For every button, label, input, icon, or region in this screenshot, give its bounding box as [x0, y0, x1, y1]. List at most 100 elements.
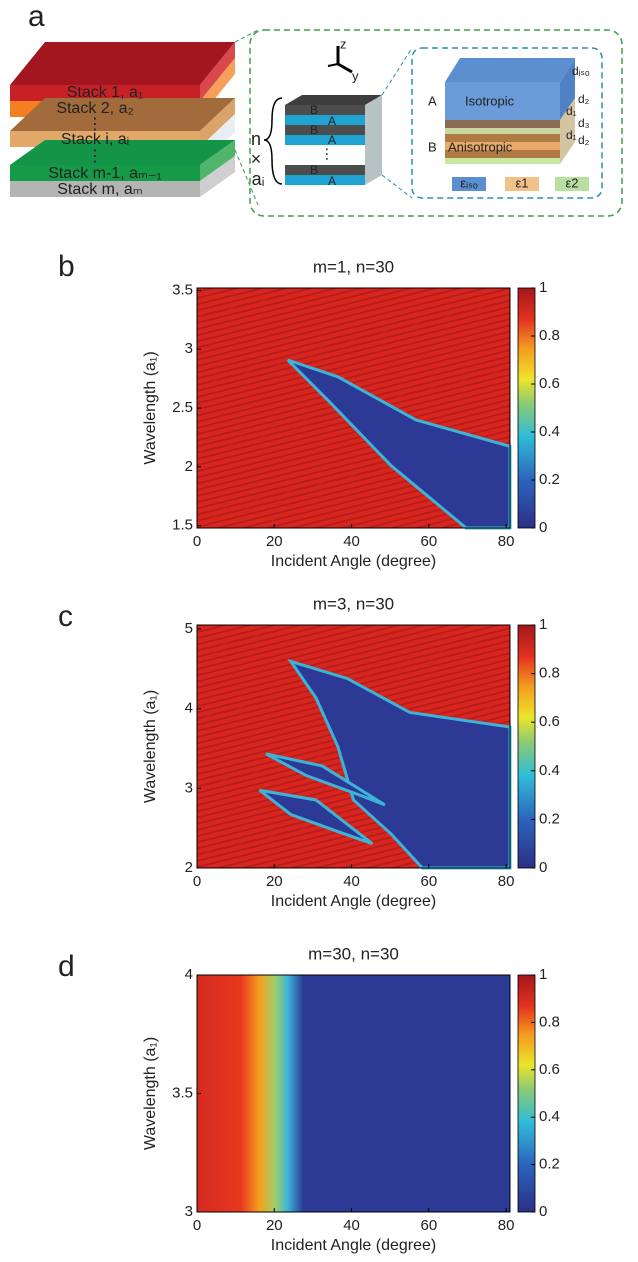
y-axis-label: Wavelength (a₁): [142, 351, 159, 464]
colorbar-tick-label: 0.4: [539, 423, 560, 440]
x-axis-label: Incident Angle (degree): [271, 1237, 436, 1254]
x-tick-label: 60: [421, 1217, 438, 1234]
x-tick-label: 20: [266, 1217, 283, 1234]
x-tick-label: 80: [498, 533, 515, 550]
stack-label: Stack m, aₘ: [57, 181, 143, 198]
y-axis-label: Wavelength (a₁): [142, 1037, 159, 1150]
colorbar-tick-label: 0: [539, 519, 547, 536]
colorbar-tick-label: 0.6: [539, 1061, 560, 1078]
legend-label: ε2: [565, 175, 578, 190]
colorbar: [517, 624, 536, 869]
axis-label: y: [352, 68, 359, 83]
colorbar-tick-label: 0.8: [539, 327, 560, 344]
x-tick-label: 40: [343, 533, 360, 550]
block-label: B: [428, 139, 437, 154]
colorbar-tick-label: 0.2: [539, 810, 560, 827]
y-tick-label: 3: [185, 779, 193, 796]
y-tick-label: 3: [185, 1203, 193, 1220]
colorbar-tick-label: 0.6: [539, 375, 560, 392]
colorbar-tick-label: 0.6: [539, 713, 560, 730]
plot-frame: [196, 287, 511, 529]
x-tick-label: 0: [193, 533, 201, 550]
heatmap: [197, 975, 510, 1212]
stack-label: Stack i, aᵢ: [61, 131, 129, 148]
x-axis-label: Incident Angle (degree): [271, 553, 436, 570]
colorbar-tick-label: 0.8: [539, 1013, 560, 1030]
heatmap-region: [265, 752, 386, 807]
colorbar: [517, 974, 536, 1213]
x-tick-label: 20: [266, 533, 283, 550]
layer-label: B: [310, 123, 318, 137]
colorbar-tick-label: 0: [539, 859, 547, 876]
dim: d₃: [578, 116, 590, 130]
colorbar-tick-label: 1: [539, 966, 547, 983]
stack-label: Stack 2, a₂: [56, 100, 133, 117]
y-tick-label: 4: [185, 966, 193, 983]
x-tick-label: 0: [193, 873, 201, 890]
y-tick-label: 3: [185, 340, 193, 357]
times: ×: [251, 149, 262, 169]
zoom-line: [234, 149, 259, 206]
layer-label: A: [328, 133, 336, 147]
layer-label: B: [310, 103, 318, 117]
zoom-line: [234, 29, 259, 43]
y-tick-label: 2: [185, 859, 193, 876]
y-tick-label: 1.5: [172, 517, 193, 534]
colorbar-tick-label: 1: [539, 279, 547, 296]
dim: d₁: [566, 128, 577, 142]
dots: ⋮: [87, 148, 103, 165]
legend-label: ε1: [515, 175, 528, 190]
y-axis-label: Wavelength (a₁): [142, 690, 159, 803]
dots: ⋮: [320, 146, 334, 162]
x-tick-label: 40: [343, 1217, 360, 1234]
colorbar-tick-label: 0: [539, 1203, 547, 1220]
panel-label: b: [58, 250, 75, 283]
plot-frame: [196, 624, 511, 869]
stack-label: Stack m-1, aₘ₋₁: [48, 165, 162, 182]
y-tick-label: 4: [185, 700, 193, 717]
colorbar-tick-label: 1: [539, 616, 547, 633]
y-tick-label: 3.5: [172, 1084, 193, 1101]
ai-label: aᵢ: [252, 169, 265, 189]
legend-label: εᵢₛₒ: [460, 175, 478, 190]
colorbar: [517, 287, 536, 529]
axis-label: z: [340, 36, 347, 51]
layer-name: Anisotropic: [448, 139, 513, 154]
layer-name: Isotropic: [465, 93, 515, 108]
detail-box: [411, 47, 603, 199]
x-tick-label: 60: [421, 533, 438, 550]
panel-label: a: [28, 0, 45, 33]
y-tick-label: 5: [185, 620, 193, 637]
x-tick-label: 80: [498, 1217, 515, 1234]
chart-title: m=1, n=30: [313, 257, 394, 276]
colorbar-tick-label: 0.4: [539, 762, 560, 779]
y-tick-label: 3.5: [172, 281, 193, 298]
x-tick-label: 0: [193, 1217, 201, 1234]
detail-diagram: Isotropic Anisotropic A B dᵢₛₒ d₂ d₁ d₃ …: [428, 58, 590, 191]
chart-title: m=30, n=30: [308, 944, 399, 963]
layer-label: B: [310, 163, 318, 177]
zoom-box: [249, 29, 623, 217]
dim: dᵢₛₒ: [572, 64, 590, 78]
panel-label: d: [58, 950, 75, 983]
layer-label: A: [328, 174, 336, 188]
y-tick-label: 2.5: [172, 399, 193, 416]
x-tick-label: 60: [421, 873, 438, 890]
stack-label: Stack 1, a₁: [67, 84, 144, 101]
x-axis-label: Incident Angle (degree): [271, 893, 436, 910]
x-tick-label: 40: [343, 873, 360, 890]
unit-diagram: z y B A B A B A ⋮ n × aᵢ: [251, 36, 413, 199]
heatmap-region: [258, 788, 374, 846]
colorbar-tick-label: 0.2: [539, 1156, 560, 1173]
colorbar-tick-label: 0.8: [539, 665, 560, 682]
panel-label: c: [58, 600, 73, 633]
layer-label: A: [328, 114, 336, 128]
x-tick-label: 80: [498, 873, 515, 890]
n-label: n: [251, 129, 261, 149]
dim: d₂: [578, 133, 590, 147]
x-tick-label: 20: [266, 873, 283, 890]
chart-title: m=3, n=30: [313, 594, 394, 613]
dim: d₂: [578, 92, 590, 106]
plot-frame: [196, 974, 511, 1213]
